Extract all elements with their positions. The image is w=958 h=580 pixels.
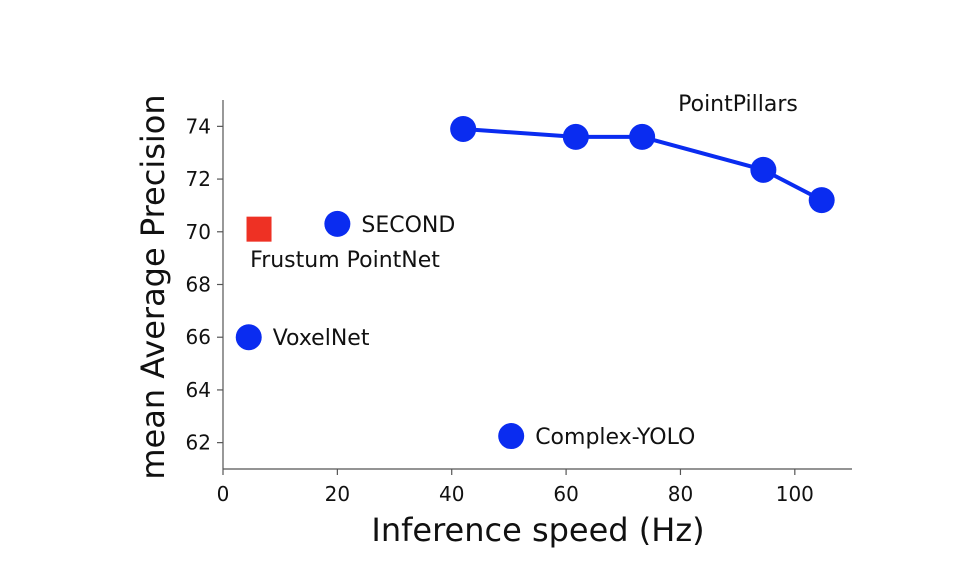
x-tick-label: 0	[217, 482, 230, 506]
data-point	[750, 156, 777, 183]
y-tick-label: 66	[186, 325, 211, 349]
y-tick-label: 74	[186, 114, 211, 138]
x-axis-title: Inference speed (Hz)	[371, 511, 704, 549]
x-tick-label: 80	[668, 482, 693, 506]
data-point	[562, 123, 589, 150]
y-tick-label: 72	[186, 167, 211, 191]
data-point-square	[246, 216, 272, 242]
axes: 0 20 40 60 80 100 62 64 66 68 70 72 74	[186, 100, 852, 506]
label-frustum-pointnet: Frustum PointNet	[250, 248, 440, 273]
label-complex-yolo: Complex-YOLO	[535, 425, 695, 450]
x-tick-label: 40	[439, 482, 464, 506]
point-labels: PointPillars SECOND VoxelNet Complex-YOLO Fr…	[250, 92, 798, 450]
data-point	[450, 115, 477, 142]
data-point	[235, 324, 262, 351]
x-tick-label: 100	[776, 482, 814, 506]
y-axis-title: mean Average Precision	[134, 94, 172, 479]
data-point	[498, 423, 525, 450]
data-point	[808, 187, 835, 214]
chart-marks	[235, 115, 835, 450]
label-pointpillars: PointPillars	[678, 92, 798, 117]
x-tick-label: 20	[325, 482, 350, 506]
y-tick-label: 68	[186, 273, 211, 297]
y-tick-label: 64	[186, 378, 211, 402]
data-point	[629, 123, 656, 150]
y-tick-label: 70	[186, 220, 211, 244]
data-point	[324, 210, 351, 237]
y-tick-label: 62	[186, 431, 211, 455]
label-voxelnet: VoxelNet	[273, 326, 370, 351]
x-tick-label: 60	[553, 482, 578, 506]
label-second: SECOND	[361, 213, 455, 238]
